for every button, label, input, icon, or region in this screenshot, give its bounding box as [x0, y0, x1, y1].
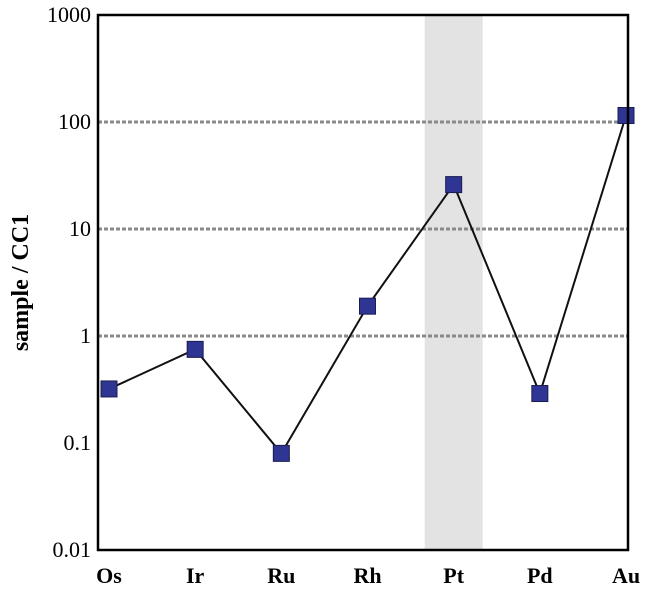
y-tick-label: 10	[69, 216, 91, 241]
data-point-os	[100, 380, 118, 398]
x-tick-label: Rh	[353, 563, 381, 588]
x-tick-label: Ir	[186, 563, 205, 588]
y-tick-label: 0.01	[53, 537, 92, 562]
series-line	[108, 115, 627, 456]
y-tick-label: 100	[58, 109, 91, 134]
y-tick-label: 1000	[47, 2, 91, 27]
data-point-au	[617, 107, 635, 125]
x-tick-label: Pt	[443, 563, 464, 588]
x-tick-label: Pd	[527, 563, 553, 588]
highlight-band	[424, 15, 483, 550]
x-tick-label: Os	[96, 563, 122, 588]
data-point-pt	[445, 176, 463, 194]
y-axis-title: sample / CC1	[8, 214, 34, 351]
x-tick-label: Au	[612, 563, 640, 588]
plot-frame	[96, 13, 630, 552]
x-tick-label: Ru	[267, 563, 295, 588]
y-tick-label: 1	[80, 323, 91, 348]
data-point-rh	[359, 297, 376, 315]
data-point-ir	[186, 340, 204, 358]
y-tick-label: 0.1	[64, 430, 92, 455]
data-point-ru	[272, 444, 290, 462]
data-point-pd	[531, 385, 549, 403]
